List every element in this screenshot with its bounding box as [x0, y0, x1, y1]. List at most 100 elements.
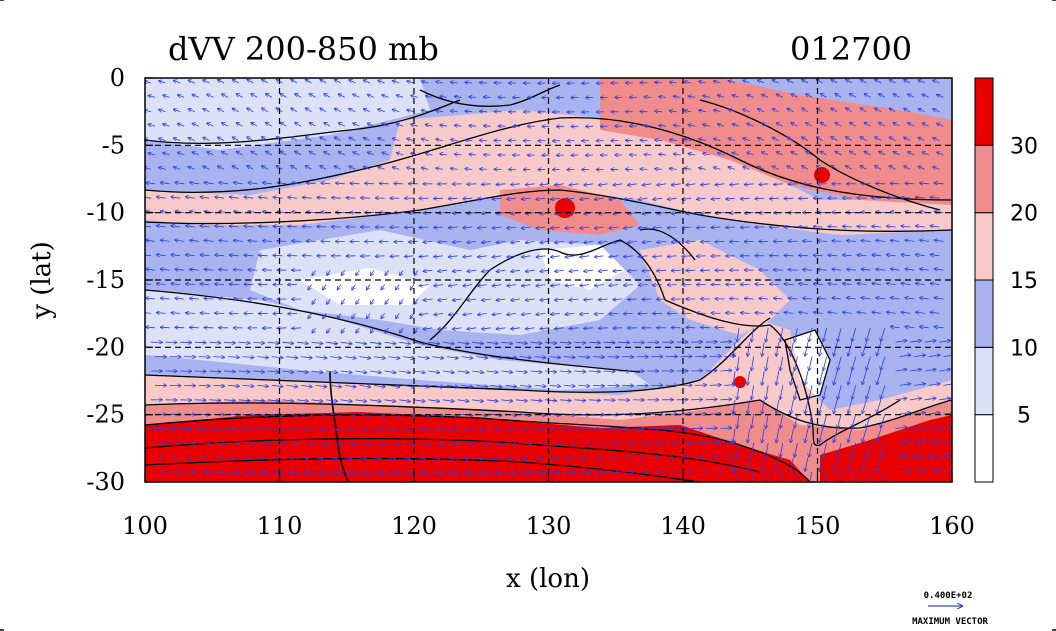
wind-vector [788, 298, 798, 299]
wind-vector [565, 198, 575, 199]
wind-vector [551, 256, 560, 257]
wind-vector [203, 138, 210, 141]
wind-vector [280, 123, 287, 127]
wind-vector [323, 313, 327, 318]
wind-vector [799, 255, 809, 256]
wind-vector [937, 123, 944, 127]
wind-vector [186, 313, 195, 314]
wind-vector [718, 153, 725, 155]
wind-vector [200, 255, 210, 256]
wind-vector [522, 198, 531, 199]
wind-vector [247, 79, 254, 84]
wind-vector [718, 124, 725, 126]
wind-vector [320, 80, 327, 84]
wind-vector [280, 151, 287, 156]
wind-vector [688, 154, 696, 155]
wind-vector [295, 151, 302, 156]
wind-vector [751, 356, 754, 371]
wind-vector [200, 226, 210, 227]
wind-vector [565, 313, 575, 314]
wind-vector [175, 269, 185, 270]
wind-vector [628, 270, 637, 271]
wind-vector [939, 341, 950, 343]
wind-vector [852, 356, 857, 370]
wind-vector [569, 299, 579, 300]
wind-vector [540, 241, 550, 242]
wind-vector [569, 241, 579, 242]
wind-vector [832, 298, 842, 299]
wind-vector [780, 356, 784, 371]
wind-vector [624, 256, 633, 257]
wind-vector [413, 371, 425, 373]
wind-vector [422, 139, 429, 141]
wind-vector [405, 256, 414, 257]
wind-vector [204, 269, 214, 270]
wind-vector [672, 241, 681, 242]
wind-vector [891, 240, 900, 241]
wind-vector [861, 298, 871, 299]
wind-vector [465, 140, 473, 141]
wind-vector [423, 241, 433, 242]
pale-band-north [145, 78, 430, 150]
wind-vector [580, 256, 590, 257]
wind-vector [393, 167, 400, 169]
wind-vector [668, 227, 677, 228]
wind-vector [230, 255, 239, 256]
wind-vector [295, 94, 302, 98]
wind-vector [419, 256, 429, 257]
wind-vector [930, 254, 940, 255]
wind-vector [817, 166, 823, 170]
wind-vector [930, 226, 940, 227]
wind-vector [207, 94, 214, 98]
wind-vector [352, 284, 356, 290]
wind-vector [643, 184, 652, 185]
wind-vector [904, 80, 911, 84]
wind-vector [814, 255, 823, 256]
wind-vector [730, 184, 740, 185]
wind-vector [222, 94, 229, 98]
wind-vector [872, 255, 882, 256]
wind-vector [198, 443, 210, 444]
wind-vector [887, 198, 896, 199]
wind-vector [545, 342, 556, 343]
wind-vector [699, 168, 706, 170]
wind-vector [423, 299, 433, 300]
wind-vector [745, 298, 754, 299]
wind-vector [832, 269, 842, 270]
wind-vector [860, 108, 867, 113]
colorbar-label: 20 [1010, 202, 1038, 227]
wind-vector [701, 327, 710, 328]
wind-vector [908, 123, 915, 127]
wind-vector [821, 123, 827, 127]
wind-vector [578, 357, 589, 358]
wind-vector [145, 283, 152, 284]
wind-vector [860, 166, 867, 170]
wind-vector [455, 96, 462, 97]
wind-vector [436, 110, 444, 111]
wind-vector [668, 198, 677, 199]
wind-vector [148, 153, 156, 155]
wind-vector [918, 138, 925, 141]
wind-vector [784, 284, 794, 285]
wind-vector [828, 312, 838, 313]
wind-vector [340, 342, 352, 344]
wind-vector [478, 256, 487, 257]
wind-vector [791, 152, 798, 156]
wind-vector [159, 138, 166, 140]
wind-vector [864, 94, 871, 98]
wind-vector [253, 342, 264, 343]
cape-contour [784, 329, 831, 401]
wind-vector [555, 184, 564, 185]
wind-vector [411, 95, 418, 97]
wind-vector [684, 110, 692, 111]
wind-vector [295, 123, 302, 127]
wind-vector [407, 167, 414, 169]
wind-vector [743, 109, 750, 112]
wind-vector [877, 342, 882, 355]
wind-vector [875, 79, 882, 84]
wind-vector [234, 211, 243, 212]
wind-vector [682, 256, 692, 257]
wind-vector [732, 95, 740, 97]
wind-vector [192, 123, 199, 127]
wind-vector [814, 312, 823, 313]
